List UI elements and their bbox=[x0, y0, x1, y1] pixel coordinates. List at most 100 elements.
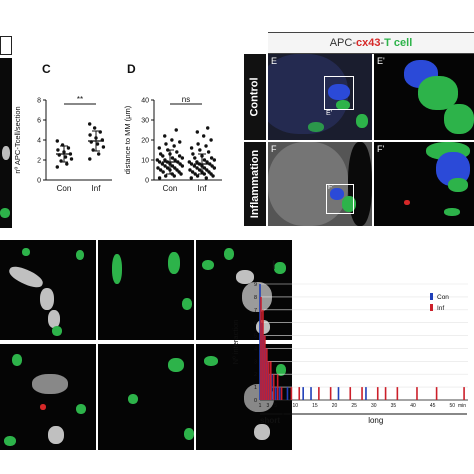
inset-label-f: F' bbox=[328, 184, 334, 191]
data-point bbox=[96, 152, 101, 156]
y-tick-label: 4 bbox=[254, 346, 257, 352]
bar-inf bbox=[298, 387, 301, 400]
bar-inf bbox=[318, 387, 320, 400]
bar-inf bbox=[268, 361, 270, 400]
data-point bbox=[196, 142, 200, 146]
range-label-short: short bbox=[260, 416, 280, 425]
data-point bbox=[156, 166, 160, 170]
bar-con bbox=[302, 387, 304, 400]
data-point bbox=[189, 176, 193, 180]
data-point bbox=[164, 142, 168, 146]
x-tick-label: 25 bbox=[351, 403, 357, 409]
panel-letter-d: D bbox=[127, 62, 136, 76]
data-point bbox=[189, 162, 194, 166]
y-tick-label: 40 bbox=[141, 98, 149, 105]
data-point bbox=[177, 154, 182, 158]
panel-letter-i: I bbox=[272, 258, 276, 272]
data-point bbox=[178, 140, 182, 144]
data-point bbox=[92, 126, 97, 130]
legend-swatch-con bbox=[430, 293, 433, 300]
bar-con bbox=[265, 348, 267, 400]
bar-inf bbox=[262, 309, 264, 400]
chart-d: 0 10 20 30 40 distance to MM (µm) Con Inf ns bbox=[123, 95, 222, 193]
e-f-header: APC- cx43 - T cell bbox=[268, 32, 474, 54]
data-point bbox=[195, 160, 199, 164]
data-point bbox=[198, 148, 202, 152]
significance-label: ** bbox=[77, 95, 83, 104]
micrograph-e: E E' bbox=[268, 54, 372, 140]
timelapse-frame-2 bbox=[98, 240, 194, 340]
data-point bbox=[175, 168, 179, 172]
bar-con bbox=[310, 387, 312, 400]
bar-inf bbox=[269, 361, 272, 400]
data-point bbox=[88, 133, 92, 137]
data-point bbox=[190, 170, 195, 174]
timelapse-frame-5 bbox=[98, 344, 194, 450]
data-point bbox=[163, 158, 167, 162]
data-point bbox=[209, 138, 213, 142]
data-point bbox=[55, 139, 59, 143]
data-point bbox=[66, 146, 71, 150]
bar-inf bbox=[264, 335, 266, 400]
bar-con bbox=[269, 374, 271, 400]
header-dash: - bbox=[380, 37, 385, 49]
letter-e: E bbox=[271, 56, 278, 66]
data-point bbox=[161, 154, 165, 158]
x-tick-label: 5 bbox=[274, 403, 277, 409]
header-tcell: T cell bbox=[384, 37, 413, 49]
header-cx43: cx43 bbox=[356, 37, 381, 49]
bar-con bbox=[274, 387, 277, 400]
data-point bbox=[164, 174, 168, 178]
letter-e-prime: E' bbox=[377, 56, 385, 66]
data-point bbox=[209, 156, 214, 160]
bar-con bbox=[261, 322, 263, 400]
y-tick-label: 2 bbox=[254, 372, 257, 378]
row-label-control: Control bbox=[244, 54, 266, 140]
data-point bbox=[155, 158, 160, 162]
y-tick-label: 7 bbox=[254, 308, 257, 314]
legend-label-con: Con bbox=[437, 294, 449, 301]
x-tick-label: 45 bbox=[430, 403, 436, 409]
data-point bbox=[157, 160, 162, 164]
chart-c: 0 2 4 6 8 nº APC-Tcell/section Con Inf ** bbox=[13, 95, 112, 193]
data-point bbox=[165, 166, 170, 170]
micrograph-f: F F' bbox=[268, 142, 372, 226]
bar-inf bbox=[384, 387, 387, 400]
x-tick-label: 3 bbox=[266, 403, 269, 409]
timelapse-frame-1 bbox=[0, 240, 96, 340]
bar-con bbox=[267, 361, 269, 400]
data-point bbox=[197, 168, 202, 172]
x-tick-label: 50 bbox=[450, 403, 456, 409]
data-point bbox=[180, 156, 185, 160]
micrograph-f-prime: F' bbox=[374, 142, 474, 226]
micrograph-e-prime: E' bbox=[374, 54, 474, 140]
significance-label: ns bbox=[182, 95, 190, 104]
data-point bbox=[163, 134, 167, 138]
data-point bbox=[101, 145, 106, 149]
bar-inf bbox=[416, 387, 418, 400]
data-point bbox=[163, 164, 167, 168]
y-tick-label: 8 bbox=[254, 295, 257, 301]
data-point bbox=[210, 164, 214, 168]
bar-inf bbox=[376, 387, 379, 400]
data-point bbox=[178, 162, 182, 166]
data-point bbox=[206, 150, 211, 154]
data-point bbox=[174, 128, 178, 132]
data-point bbox=[212, 158, 217, 162]
bar-inf bbox=[396, 387, 399, 400]
data-point bbox=[188, 168, 192, 172]
bar-inf bbox=[349, 387, 352, 400]
data-point bbox=[195, 166, 199, 170]
data-point bbox=[192, 164, 197, 168]
y-tick-label: 3 bbox=[254, 359, 257, 365]
data-point bbox=[69, 157, 74, 161]
data-point bbox=[191, 152, 195, 156]
x-unit-label: min bbox=[458, 403, 466, 409]
bar-inf bbox=[329, 387, 332, 400]
bar-con bbox=[263, 335, 265, 400]
data-point bbox=[202, 158, 207, 162]
data-point bbox=[170, 138, 174, 142]
data-point bbox=[175, 150, 179, 154]
data-point bbox=[55, 165, 59, 169]
